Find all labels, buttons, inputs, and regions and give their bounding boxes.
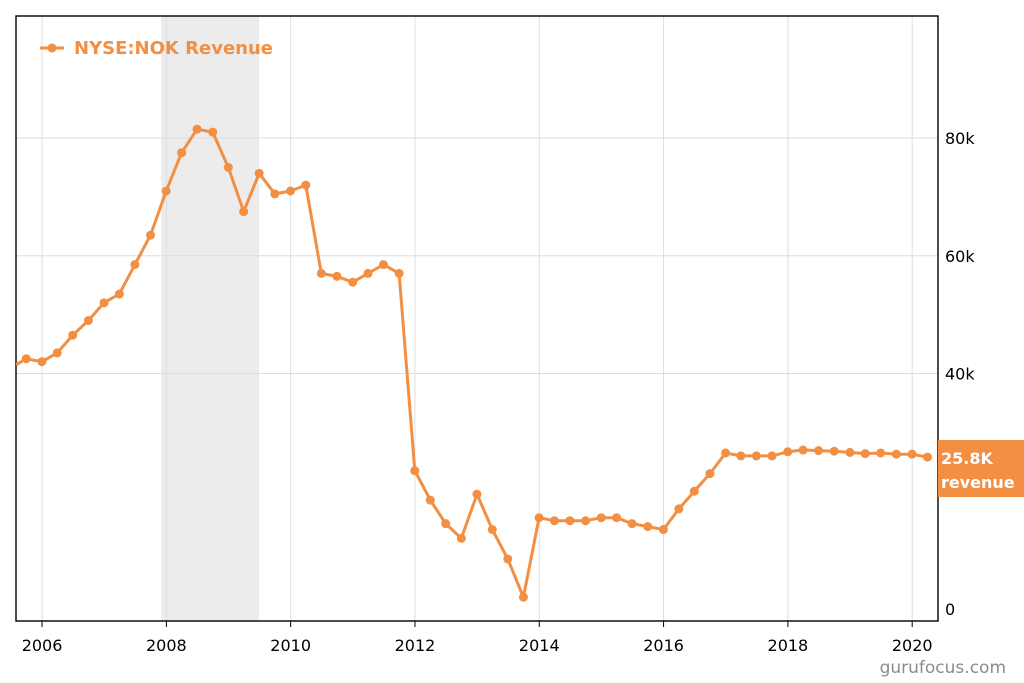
revenue-data-point xyxy=(239,207,249,217)
plot-frame xyxy=(15,15,939,622)
revenue-data-point xyxy=(254,168,264,178)
revenue-data-point xyxy=(83,316,93,326)
legend-series-label: NYSE:NOK Revenue xyxy=(74,38,273,59)
revenue-data-point xyxy=(161,186,171,196)
x-tick-label: 2014 xyxy=(519,636,560,655)
revenue-data-point xyxy=(425,495,435,505)
revenue-data-point xyxy=(99,298,109,308)
revenue-data-point xyxy=(612,513,622,523)
x-tick-label: 2018 xyxy=(768,636,809,655)
revenue-data-point xyxy=(829,446,839,456)
watermark-text: gurufocus.com xyxy=(880,658,1006,678)
x-tick-label: 2006 xyxy=(22,636,63,655)
revenue-data-point xyxy=(285,186,295,196)
revenue-data-point xyxy=(441,519,451,529)
gridlines xyxy=(16,16,938,621)
x-tick-label: 2016 xyxy=(643,636,684,655)
legend-series-marker xyxy=(47,43,57,53)
recession-band xyxy=(161,16,260,621)
revenue-data-point xyxy=(192,124,202,134)
revenue-data-point xyxy=(845,447,855,457)
revenue-data-point xyxy=(596,513,606,523)
revenue-data-point xyxy=(394,268,404,278)
y-tick-label: 80k xyxy=(945,129,975,148)
revenue-data-point xyxy=(363,268,373,278)
y-tick-label: 0 xyxy=(945,600,955,619)
latest-value-badge: 25.8K revenue xyxy=(938,440,1024,497)
revenue-data-point xyxy=(52,348,62,358)
revenue-data-point xyxy=(674,504,684,514)
revenue-data-point xyxy=(767,451,777,461)
revenue-data-point xyxy=(876,448,886,458)
revenue-data-point xyxy=(130,260,140,270)
x-tick-label: 2020 xyxy=(892,636,933,655)
revenue-data-point xyxy=(721,448,731,458)
revenue-data-point xyxy=(549,516,559,526)
revenue-data-point xyxy=(301,180,311,190)
revenue-data-point xyxy=(922,452,932,462)
revenue-data-point xyxy=(37,357,47,367)
revenue-data-point xyxy=(907,449,917,459)
badge-background xyxy=(938,440,1024,497)
revenue-data-point xyxy=(860,449,870,459)
revenue-data-point xyxy=(627,519,637,529)
revenue-data-point xyxy=(565,516,575,526)
revenue-data-point xyxy=(643,522,653,532)
y-tick-label: 60k xyxy=(945,247,975,266)
revenue-data-point xyxy=(223,162,233,172)
revenue-data-point xyxy=(503,554,513,564)
revenue-data-point xyxy=(21,354,31,364)
revenue-data-point xyxy=(689,486,699,496)
x-tick-label: 2012 xyxy=(395,636,436,655)
y-tick-label: 40k xyxy=(945,365,975,384)
revenue-data-point xyxy=(378,260,388,270)
revenue-data-point xyxy=(114,289,124,299)
revenue-data-point xyxy=(658,525,668,535)
revenue-data-point xyxy=(472,489,482,499)
revenue-data-point xyxy=(891,449,901,459)
revenue-data-point xyxy=(146,230,156,240)
revenue-data-point xyxy=(736,451,746,461)
revenue-data-point xyxy=(487,525,497,535)
revenue-data-point xyxy=(316,268,326,278)
revenue-data-point xyxy=(456,533,466,543)
recession-band-layer xyxy=(161,16,260,621)
series-layer xyxy=(16,124,932,602)
revenue-data-point xyxy=(410,466,420,476)
revenue-data-point xyxy=(348,277,358,287)
badge-label: revenue xyxy=(941,473,1015,492)
revenue-data-point xyxy=(177,148,187,158)
x-axis-ticks: 2006 2008 2010 2012 2014 2016 2018 2020 xyxy=(22,621,933,655)
y-axis-ticks: 0 40k 60k 80k xyxy=(945,129,975,619)
x-tick-label: 2008 xyxy=(146,636,187,655)
revenue-data-point xyxy=(534,513,544,523)
revenue-data-point xyxy=(208,127,218,137)
revenue-data-point xyxy=(518,592,528,602)
revenue-data-point xyxy=(798,445,808,455)
revenue-data-point xyxy=(581,516,591,526)
revenue-data-point xyxy=(783,447,793,457)
revenue-data-point xyxy=(68,330,78,340)
revenue-data-point xyxy=(332,271,342,281)
badge-value: 25.8K xyxy=(941,449,993,468)
legend[interactable]: NYSE:NOK Revenue xyxy=(40,38,273,59)
revenue-data-point xyxy=(705,469,715,479)
revenue-data-point xyxy=(751,451,761,461)
revenue-data-point xyxy=(270,189,280,199)
revenue-data-point xyxy=(814,446,824,456)
x-tick-label: 2010 xyxy=(270,636,311,655)
